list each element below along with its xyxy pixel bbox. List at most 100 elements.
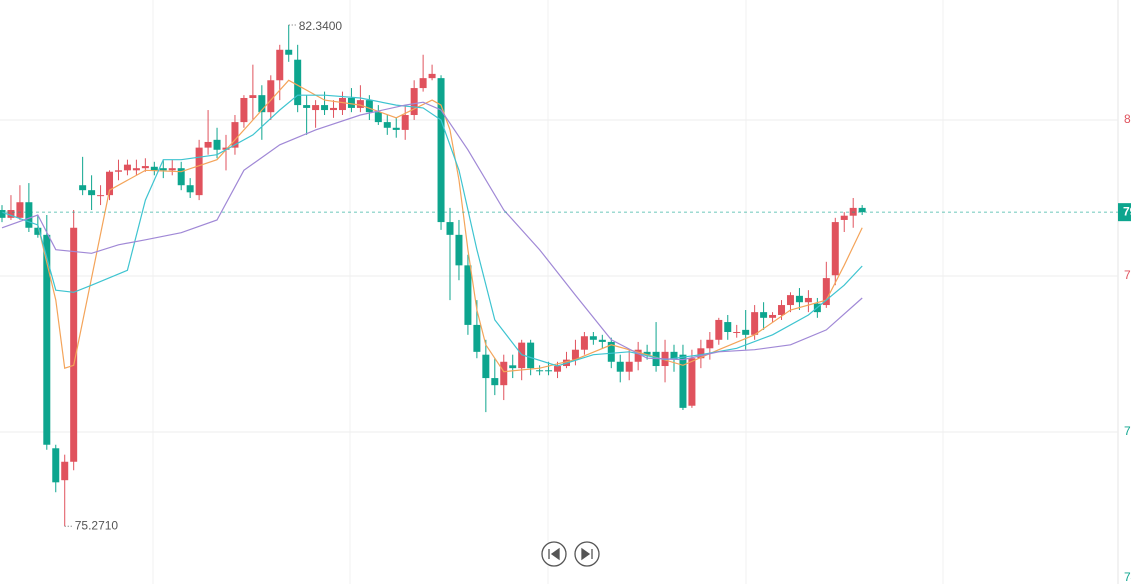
- candle-body: [571, 349, 579, 360]
- candle-body: [213, 139, 221, 150]
- candle-body: [222, 147, 230, 150]
- candle-body: [786, 295, 794, 306]
- candle-body: [338, 97, 346, 111]
- candle-body: [312, 105, 320, 111]
- candle-body: [150, 166, 158, 171]
- candle-body: [114, 170, 122, 172]
- candle-body: [383, 122, 391, 128]
- candle-body: [34, 227, 42, 235]
- candle-body: [276, 49, 284, 81]
- candle-body: [527, 342, 535, 369]
- candle-body: [464, 265, 472, 325]
- candle-body: [473, 324, 481, 352]
- candle-body: [724, 322, 732, 332]
- candle-body: [500, 361, 508, 386]
- candle-body: [580, 336, 588, 350]
- candle-body: [159, 168, 167, 171]
- candle-body: [132, 168, 140, 171]
- candle-body: [545, 370, 553, 372]
- candle-body: [240, 97, 248, 123]
- candle-body: [751, 312, 759, 335]
- candle-body: [267, 80, 275, 113]
- candle-body: [419, 78, 427, 89]
- candle-body: [509, 365, 517, 369]
- candle-body: [518, 342, 526, 369]
- previous-button[interactable]: [541, 541, 567, 567]
- candle-body: [0, 210, 6, 218]
- candle-body: [616, 361, 624, 372]
- candle-body: [347, 97, 355, 108]
- candle-body: [25, 202, 33, 228]
- candle-body: [258, 95, 266, 113]
- y-tick-label: 81: [1124, 112, 1131, 126]
- candle-body: [88, 190, 96, 196]
- candle-body: [392, 127, 400, 130]
- candle-body: [437, 78, 445, 223]
- candle-body: [177, 168, 185, 186]
- candle-body: [769, 314, 777, 318]
- candle-body: [455, 234, 463, 266]
- candle-body: [679, 354, 687, 408]
- candle-body: [61, 461, 69, 481]
- candle-body: [43, 234, 51, 445]
- candle-body: [643, 351, 651, 355]
- candle-body: [491, 378, 499, 386]
- candle-body: [106, 171, 114, 196]
- y-tick-label: 74.4: [1124, 570, 1131, 584]
- y-tick-label: 78.8: [1124, 268, 1131, 282]
- candle-body: [356, 100, 364, 108]
- candle-body: [625, 361, 633, 372]
- candle-body: [97, 195, 105, 197]
- candle-body: [822, 278, 830, 306]
- candle-body: [410, 88, 418, 116]
- candle-body: [742, 329, 750, 335]
- candle-body: [365, 100, 373, 113]
- candle-body: [778, 305, 786, 315]
- candle-body: [634, 349, 642, 362]
- candle-body: [554, 366, 562, 372]
- next-button[interactable]: [574, 541, 600, 567]
- candle-body: [204, 141, 212, 148]
- candle-body: [589, 336, 597, 340]
- candle-body: [7, 210, 15, 218]
- candle-body: [330, 107, 338, 111]
- candle-body: [697, 348, 705, 359]
- candle-body: [831, 222, 839, 276]
- candle-body: [231, 122, 239, 148]
- candle-body: [536, 370, 544, 372]
- candle-body: [195, 147, 203, 196]
- previous-icon: [548, 547, 560, 561]
- next-icon: [581, 547, 593, 561]
- candle-body: [321, 105, 329, 111]
- candle-body: [123, 164, 131, 171]
- candle-body: [715, 319, 723, 340]
- candle-body: [607, 341, 615, 362]
- candle-body: [249, 95, 257, 98]
- candle-body: [70, 227, 78, 462]
- candle-body: [52, 448, 60, 483]
- candle-body: [374, 112, 382, 123]
- last-price-label: 79.7: [1123, 204, 1131, 218]
- candle-body: [285, 49, 293, 55]
- candle-body: [598, 339, 606, 342]
- candle-body: [16, 202, 24, 218]
- candle-body: [186, 185, 194, 193]
- candle-body: [428, 73, 436, 79]
- candle-body: [294, 59, 302, 106]
- candle-body: [840, 215, 848, 220]
- moving-average-line: [1, 94, 863, 367]
- y-tick-label: 76.6: [1124, 424, 1131, 438]
- candle-body: [795, 295, 803, 303]
- candle-body: [858, 207, 866, 213]
- candle-body: [482, 354, 490, 379]
- candle-body: [401, 115, 409, 130]
- annotation-label: 75.2710: [75, 518, 119, 532]
- candle-body: [688, 358, 696, 406]
- candle-body: [804, 297, 812, 303]
- moving-average-line: [1, 101, 863, 361]
- candle-body: [733, 331, 741, 333]
- candle-body: [79, 185, 87, 191]
- candle-body: [303, 105, 311, 108]
